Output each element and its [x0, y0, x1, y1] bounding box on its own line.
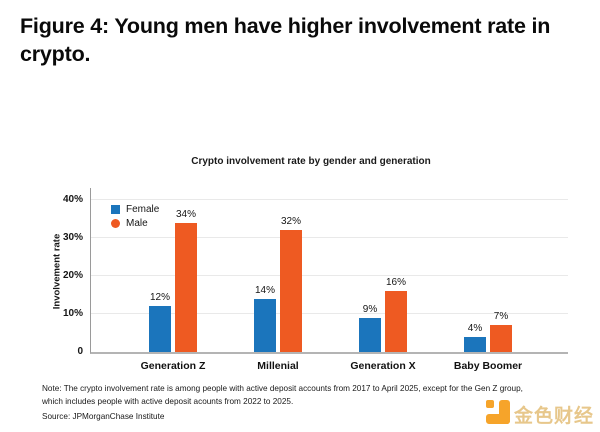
footnote-line2: which includes people with active deposi… [42, 396, 294, 406]
source-credit: Source: JPMorganChase Institute [42, 412, 165, 421]
value-label-male-baby-boomer: 7% [493, 311, 509, 323]
value-label-male-generation-z: 34% [175, 208, 196, 220]
legend-label: Male [126, 218, 148, 229]
chart-title: Crypto involvement rate by gender and ge… [191, 156, 431, 167]
legend-marker-circle [111, 219, 120, 228]
value-label-female-generation-x: 9% [362, 303, 378, 315]
footnote-line1: Note: The crypto involvement rate is amo… [42, 384, 523, 393]
gridline-40 [91, 199, 568, 200]
figure-title: Figure 4: Young men have higher involvem… [20, 14, 551, 67]
value-label-male-millenial: 32% [280, 216, 301, 228]
x-category-baby-boomer: Baby Boomer [453, 360, 523, 372]
bar-male-generation-x [385, 291, 407, 352]
brand-name: 金色财经 [514, 406, 595, 427]
y-tick-10: 10% [62, 308, 83, 319]
y-tick-20: 20% [62, 270, 83, 281]
jinse-logo-icon [486, 400, 510, 424]
bar-male-generation-z [175, 222, 197, 352]
bar-female-generation-x [359, 317, 381, 352]
y-tick-0: 0 [77, 346, 83, 357]
bar-female-millenial [254, 298, 276, 352]
y-tick-30: 30% [62, 232, 83, 243]
value-label-male-generation-x: 16% [385, 277, 406, 289]
x-category-generation-x: Generation X [350, 360, 416, 372]
value-label-female-generation-z: 12% [149, 292, 170, 304]
legend-marker-square [111, 205, 120, 214]
legend-item-male: Male [111, 218, 159, 229]
gridline-20 [91, 275, 568, 276]
legend-label: Female [126, 204, 160, 215]
bar-male-millenial [280, 230, 302, 352]
bar-male-baby-boomer [490, 325, 512, 352]
value-label-female-millenial: 14% [254, 284, 275, 296]
watermark-brand: 金色财经 [486, 399, 598, 427]
legend-item-female: Female [111, 204, 159, 215]
x-category-millenial: Millenial [257, 360, 299, 372]
plot-area: Female Male 0 10% 20% 30% 40% 12% 34% Generation… [63, 188, 568, 372]
gridline-30 [91, 237, 568, 238]
value-label-female-baby-boomer: 4% [467, 322, 483, 334]
x-category-generation-z: Generation Z [140, 360, 206, 372]
gridline-10 [91, 313, 568, 314]
chart-legend: Female Male [111, 204, 159, 232]
y-tick-40: 40% [62, 194, 83, 205]
bar-female-baby-boomer [464, 336, 486, 352]
footnote: Note: The crypto involvement rate is amo… [42, 383, 562, 408]
bar-female-generation-z [149, 306, 171, 352]
